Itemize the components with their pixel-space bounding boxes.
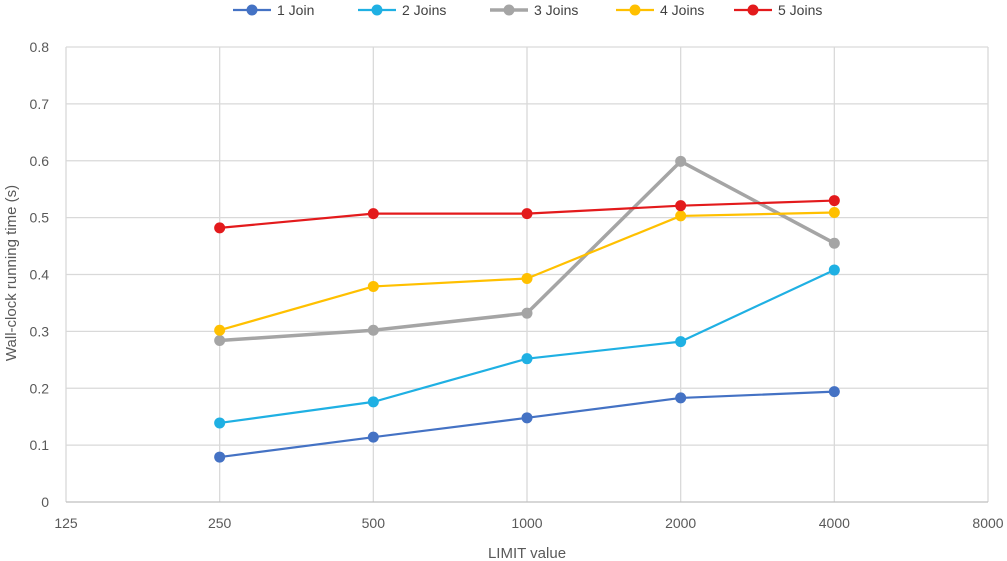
y-axis-title: Wall-clock running time (s) xyxy=(3,185,20,361)
legend-swatch-marker xyxy=(503,4,515,16)
legend-item: 2 Joins xyxy=(358,2,446,18)
legend-label: 5 Joins xyxy=(778,2,822,18)
y-tick-label: 0.6 xyxy=(30,153,50,169)
y-tick-label: 0.1 xyxy=(30,437,50,453)
data-point xyxy=(521,272,533,284)
series-lines xyxy=(214,155,840,463)
legend-swatch-marker xyxy=(246,4,258,16)
y-tick-label: 0.3 xyxy=(30,323,50,339)
data-point xyxy=(828,264,840,276)
legend-label: 4 Joins xyxy=(660,2,704,18)
series-4 xyxy=(214,207,840,336)
y-tick-label: 0.8 xyxy=(30,39,50,55)
data-point xyxy=(214,324,226,336)
x-tick-label: 125 xyxy=(54,515,78,531)
data-point xyxy=(521,208,533,220)
data-point xyxy=(367,431,379,443)
y-tick-label: 0.5 xyxy=(30,210,50,226)
legend-swatch-marker xyxy=(747,4,759,16)
legend-swatch-marker xyxy=(629,4,641,16)
legend-label: 2 Joins xyxy=(402,2,446,18)
y-tick-label: 0.4 xyxy=(30,267,50,283)
legend-item: 5 Joins xyxy=(734,2,822,18)
data-point xyxy=(367,280,379,292)
data-point xyxy=(367,324,379,336)
series-5 xyxy=(214,195,840,234)
legend-item: 4 Joins xyxy=(616,2,704,18)
y-tick-label: 0.2 xyxy=(30,380,50,396)
legend-swatch-marker xyxy=(371,4,383,16)
data-point xyxy=(828,207,840,219)
data-point xyxy=(214,417,226,429)
x-tick-label: 2000 xyxy=(665,515,696,531)
x-tick-label: 1000 xyxy=(511,515,542,531)
y-tick-label: 0 xyxy=(41,494,49,510)
legend-item: 3 Joins xyxy=(490,2,578,18)
data-point xyxy=(367,396,379,408)
data-point xyxy=(828,386,840,398)
legend-label: 1 Join xyxy=(277,2,314,18)
data-point xyxy=(675,200,687,212)
legend-label: 3 Joins xyxy=(534,2,578,18)
x-tick-label: 4000 xyxy=(819,515,850,531)
data-point xyxy=(214,451,226,463)
data-point xyxy=(675,210,687,222)
y-tick-label: 0.7 xyxy=(30,96,50,112)
data-point xyxy=(675,155,687,167)
legend: 1 Join 2 Joins 3 Joins 4 Joins 5 Joins xyxy=(233,2,822,18)
data-point xyxy=(828,195,840,207)
x-tick-label: 8000 xyxy=(972,515,1003,531)
series-3 xyxy=(214,155,840,346)
data-point xyxy=(675,336,687,348)
data-point xyxy=(367,208,379,220)
data-point xyxy=(521,412,533,424)
data-point xyxy=(675,392,687,404)
legend-item: 1 Join xyxy=(233,2,314,18)
data-point xyxy=(828,237,840,249)
data-point xyxy=(521,307,533,319)
series-2 xyxy=(214,264,840,429)
x-tick-label: 250 xyxy=(208,515,232,531)
x-tick-label: 500 xyxy=(362,515,386,531)
x-axis-title: LIMIT value xyxy=(488,545,566,561)
axes: 0 0.1 0.2 0.3 0.4 0.5 0.6 0.7 0.8 125 250 500 1000 20… xyxy=(30,39,1004,531)
data-point xyxy=(214,222,226,234)
data-point xyxy=(214,334,226,346)
data-point xyxy=(521,353,533,365)
series-1 xyxy=(214,386,840,463)
